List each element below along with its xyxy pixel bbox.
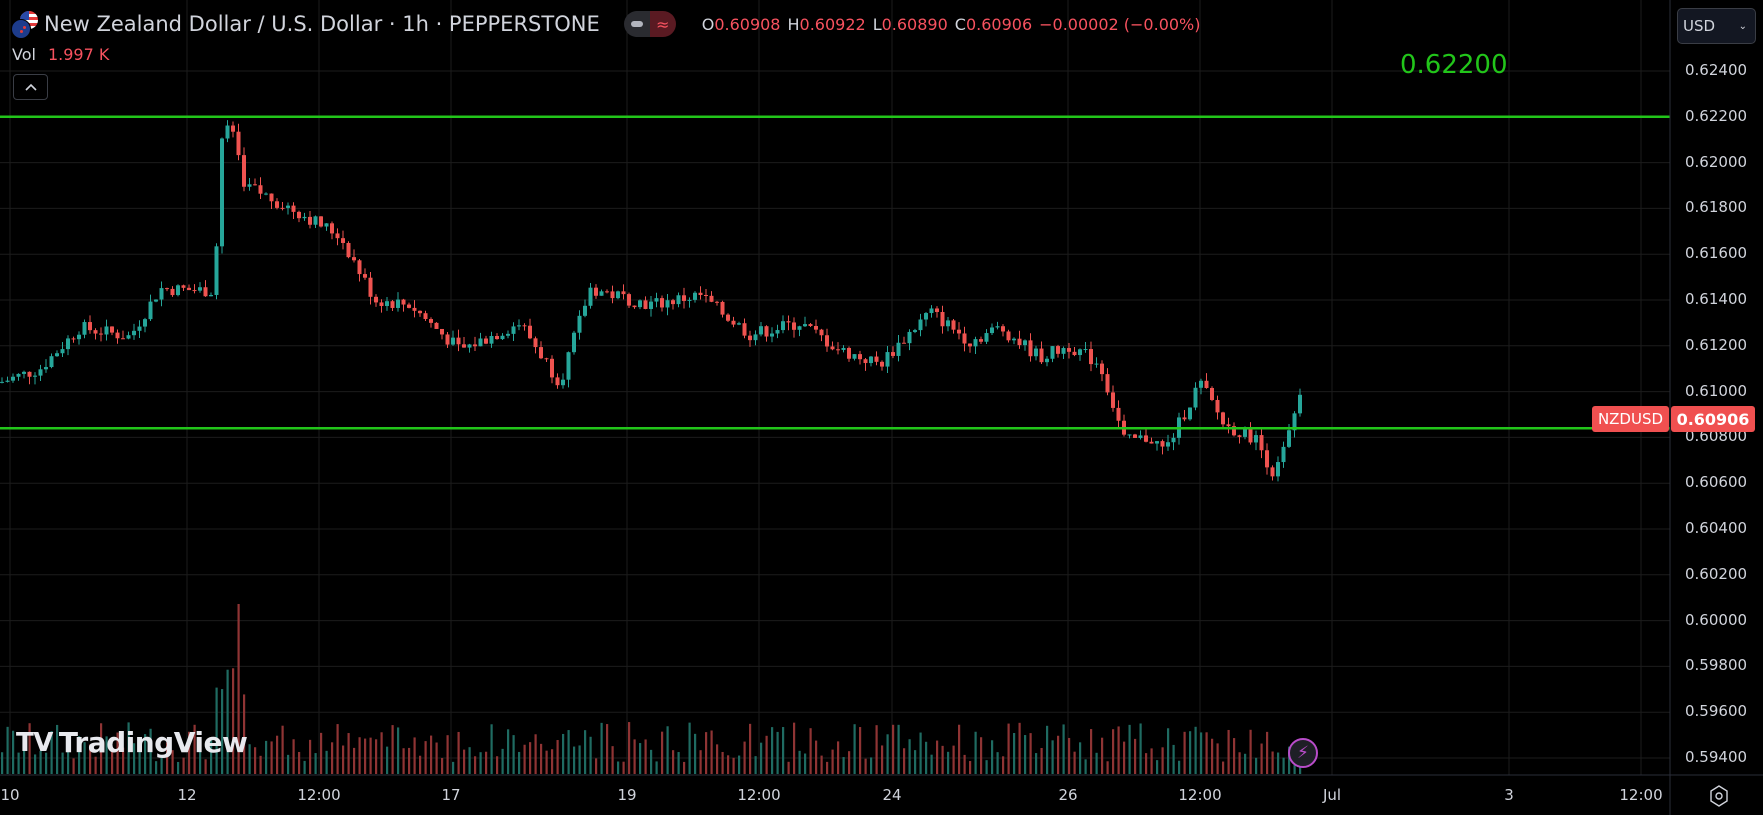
change-value: −0.00002 (−0.00%) <box>1039 14 1201 34</box>
price-axis-label: 0.59600 <box>1685 702 1748 721</box>
price-axis-label: 0.62200 <box>1685 106 1748 125</box>
tradingview-watermark[interactable]: TV TradingView <box>16 726 248 759</box>
volume-bars <box>1 604 1302 774</box>
chevron-up-icon <box>24 83 37 91</box>
watermark-text: TradingView <box>58 726 248 759</box>
price-axis-label: 0.61800 <box>1685 198 1748 217</box>
price-axis-label: 0.61400 <box>1685 290 1748 308</box>
tradingview-logo-icon: TV <box>16 727 53 758</box>
price-axis-label: 0.59800 <box>1685 656 1748 675</box>
currency-selector[interactable]: USD ⌄ <box>1677 8 1756 44</box>
price-axis-label: 0.60000 <box>1685 610 1748 629</box>
level-annotation[interactable]: 0.62200 <box>1400 50 1508 80</box>
currency-flags-icon <box>10 10 38 39</box>
last-price-tag: 0.60906 <box>1671 406 1755 432</box>
open-value: O0.60908 <box>701 14 781 34</box>
time-axis-label: 12:00 <box>297 786 341 804</box>
volume-label[interactable]: Vol <box>12 45 36 64</box>
symbol-price-tag: NZDUSD <box>1592 406 1669 432</box>
wave-icon[interactable]: ≈ <box>649 11 676 37</box>
volume-legend: Vol 1.997 K <box>12 45 109 64</box>
price-axis-label: 0.61000 <box>1685 381 1748 400</box>
price-axis-label: 0.60600 <box>1685 473 1748 492</box>
chevron-down-icon: ⌄ <box>1738 20 1747 32</box>
price-axis-label: 0.62000 <box>1685 152 1748 171</box>
horizontal-lines[interactable] <box>0 115 1670 430</box>
symbol-legend: New Zealand Dollar / U.S. Dollar · 1h · … <box>10 10 1201 39</box>
time-axis-label: 10 <box>0 786 20 804</box>
time-axis-label: 12 <box>177 786 197 804</box>
time-axis-label: 12:00 <box>737 786 781 804</box>
price-axis-label: 0.60200 <box>1685 564 1748 583</box>
time-axis-label: 24 <box>882 786 902 804</box>
collapse-legend-button[interactable] <box>13 74 48 100</box>
symbol-title[interactable]: New Zealand Dollar / U.S. Dollar · 1h · … <box>44 12 600 36</box>
candlesticks <box>0 120 1302 482</box>
indicator-toggle[interactable]: ≈ <box>623 11 676 37</box>
time-axis-label: 12:00 <box>1178 786 1222 804</box>
nz-flag-icon <box>11 19 31 39</box>
currency-value: USD <box>1683 17 1716 35</box>
time-axis-label: 19 <box>617 786 637 804</box>
settings-hexagon-icon[interactable] <box>1706 783 1732 809</box>
price-axis-label: 0.62400 <box>1685 61 1748 79</box>
price-axis-label: 0.60400 <box>1685 519 1748 537</box>
time-axis-label: 17 <box>441 786 461 804</box>
time-axis-label: Jul <box>1322 786 1342 804</box>
bolt-icon[interactable]: ⚡ <box>1288 738 1318 768</box>
hide-icon[interactable] <box>623 11 650 37</box>
time-axis-label: 26 <box>1058 786 1078 804</box>
time-axis-label: 3 <box>1504 786 1514 804</box>
low-value: L0.60890 <box>872 14 948 34</box>
ohlc-values: O0.60908 H0.60922 L0.60890 C0.60906 −0.0… <box>702 15 1201 34</box>
price-axis-label: 0.61200 <box>1685 335 1748 354</box>
volume-value: 1.997 K <box>47 45 110 64</box>
price-axis-label: 0.59400 <box>1685 748 1748 766</box>
price-axis-label: 0.61600 <box>1685 244 1748 263</box>
time-axis-label: 12:00 <box>1619 786 1663 804</box>
high-value: H0.60922 <box>787 14 866 34</box>
close-value: C0.60906 <box>954 14 1033 34</box>
